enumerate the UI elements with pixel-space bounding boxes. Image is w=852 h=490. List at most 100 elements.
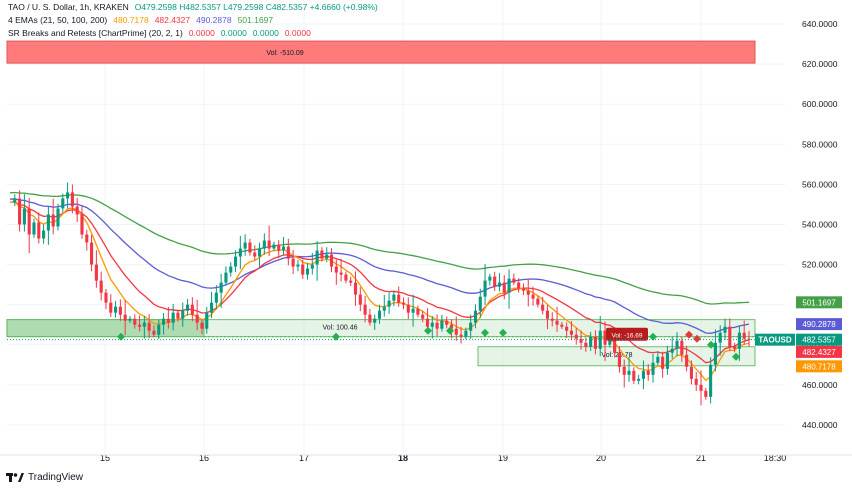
candle-body[interactable] — [584, 342, 588, 347]
candle-body[interactable] — [277, 244, 281, 251]
candle-body[interactable] — [85, 234, 89, 243]
candle-body[interactable] — [109, 302, 113, 313]
candle-body[interactable] — [526, 290, 530, 295]
candle-body[interactable] — [152, 330, 156, 335]
candle-body[interactable] — [56, 208, 60, 227]
candle-body[interactable] — [46, 214, 50, 231]
candle-body[interactable] — [133, 318, 137, 325]
resistance-zone[interactable] — [6, 40, 756, 64]
candle-body[interactable] — [680, 340, 684, 355]
candle-body[interactable] — [118, 306, 122, 315]
candle-body[interactable] — [440, 320, 444, 329]
candle-body[interactable] — [445, 320, 449, 325]
candle-body[interactable] — [181, 310, 185, 319]
candle-body[interactable] — [689, 366, 693, 379]
candle-body[interactable] — [344, 274, 348, 281]
candle-body[interactable] — [37, 222, 41, 239]
candle-body[interactable] — [430, 322, 434, 327]
candle-body[interactable] — [310, 264, 314, 269]
candle-body[interactable] — [329, 254, 334, 267]
candle-body[interactable] — [589, 336, 593, 347]
candle-body[interactable] — [545, 310, 550, 319]
candle-body[interactable] — [651, 362, 655, 375]
candle-body[interactable] — [737, 332, 741, 349]
candle-body[interactable] — [488, 276, 492, 281]
candle-body[interactable] — [320, 250, 324, 259]
symbol-price-tag[interactable] — [755, 333, 795, 346]
candle-body[interactable] — [209, 302, 214, 313]
candle-body[interactable] — [315, 250, 319, 265]
candle-body[interactable] — [80, 214, 84, 235]
candle-body[interactable] — [281, 246, 286, 251]
candle-body[interactable] — [13, 198, 17, 203]
break-label-box[interactable] — [606, 327, 648, 341]
candle-body[interactable] — [483, 280, 487, 297]
candle-body[interactable] — [555, 320, 559, 325]
candle-body[interactable] — [325, 254, 329, 259]
candle-body[interactable] — [205, 312, 209, 329]
candle-body[interactable] — [219, 282, 223, 293]
candle-body[interactable] — [51, 214, 55, 227]
candle-body[interactable] — [377, 310, 382, 319]
candle-body[interactable] — [353, 282, 358, 295]
candle-body[interactable] — [339, 272, 343, 275]
candle-body[interactable] — [521, 288, 526, 291]
candle-body[interactable] — [733, 346, 737, 349]
candle-body[interactable] — [286, 246, 290, 259]
candle-body[interactable] — [579, 338, 583, 343]
candle-body[interactable] — [560, 324, 564, 327]
candle-body[interactable] — [387, 300, 391, 307]
candle-body[interactable] — [641, 370, 645, 379]
candle-body[interactable] — [425, 318, 430, 327]
candle-body[interactable] — [233, 256, 238, 267]
candle-body[interactable] — [713, 342, 717, 365]
candle-body[interactable] — [262, 240, 266, 249]
candle-body[interactable] — [401, 302, 406, 305]
last-price-tag[interactable] — [796, 333, 842, 346]
candle-body[interactable] — [449, 324, 454, 329]
candle-body[interactable] — [603, 330, 607, 345]
ema-price-tag[interactable] — [796, 296, 842, 309]
candle-body[interactable] — [675, 340, 679, 349]
candle-body[interactable] — [550, 318, 554, 321]
candle-body[interactable] — [742, 332, 746, 339]
candle-body[interactable] — [454, 328, 458, 335]
candle-body[interactable] — [397, 294, 401, 303]
candle-body[interactable] — [18, 198, 22, 225]
candle-body[interactable] — [569, 330, 574, 335]
candle-body[interactable] — [243, 242, 247, 249]
candle-body[interactable] — [229, 266, 233, 273]
candle-body[interactable] — [166, 318, 170, 323]
plot-area[interactable] — [7, 0, 755, 455]
candle-body[interactable] — [411, 308, 415, 313]
candle-body[interactable] — [574, 334, 578, 339]
candle-body[interactable] — [613, 338, 617, 353]
candle-body[interactable] — [42, 230, 46, 239]
candle-body[interactable] — [104, 292, 108, 303]
candle-body[interactable] — [138, 324, 142, 327]
candle-body[interactable] — [32, 222, 36, 235]
candle-body[interactable] — [224, 272, 228, 283]
ema-price-tag[interactable] — [796, 345, 842, 358]
candle-body[interactable] — [531, 294, 535, 299]
candle-body[interactable] — [478, 296, 482, 311]
candle-body[interactable] — [435, 322, 439, 329]
candle-body[interactable] — [368, 314, 372, 323]
candle-body[interactable] — [421, 314, 425, 319]
candle-body[interactable] — [627, 370, 631, 375]
candle-body[interactable] — [195, 314, 199, 323]
candle-body[interactable] — [257, 248, 262, 257]
candle-body[interactable] — [608, 338, 612, 345]
candle-body[interactable] — [147, 322, 151, 331]
candle-body[interactable] — [214, 292, 218, 303]
candle-body[interactable] — [665, 352, 669, 369]
candle-body[interactable] — [464, 330, 468, 337]
candle-body[interactable] — [253, 252, 257, 257]
candle-body[interactable] — [75, 206, 79, 215]
candle-body[interactable] — [637, 378, 641, 381]
candle-body[interactable] — [473, 310, 478, 323]
candle-body[interactable] — [416, 308, 420, 315]
candle-body[interactable] — [632, 370, 636, 381]
candle-body[interactable] — [704, 390, 708, 397]
candle-body[interactable] — [349, 280, 353, 283]
